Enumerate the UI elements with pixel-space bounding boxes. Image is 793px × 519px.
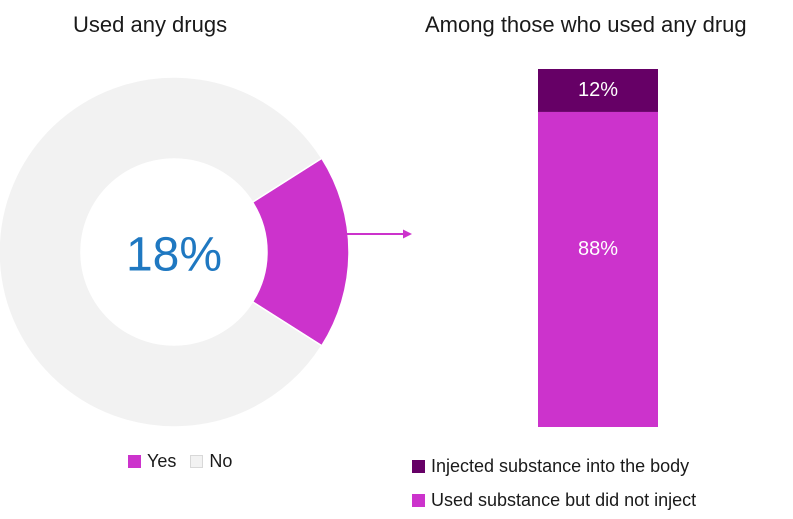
legend-swatch-injected [412, 459, 425, 473]
donut-chart-title: Used any drugs [73, 12, 228, 37]
legend-label-not-injected: Used substance but did not inject [431, 489, 697, 510]
legend-label-no: No [209, 451, 233, 471]
donut-legend: Yes No [128, 451, 232, 472]
legend-swatch-yes [128, 455, 141, 468]
bar-label-injected: 12% [578, 79, 618, 101]
donut-slice-no [0, 76, 323, 428]
bar-legend: Injected substance into the body Used su… [412, 456, 696, 510]
legend-item-not-injected: Used substance but did not inject [412, 490, 696, 510]
connector-arrow [346, 229, 412, 239]
bar-segment-not-injected [538, 111, 658, 428]
bar-label-not-injected: 88% [578, 238, 618, 260]
legend-swatch-no [190, 455, 204, 468]
donut-chart [0, 76, 350, 428]
legend-label-yes: Yes [147, 451, 177, 471]
legend-item-no: No [190, 451, 232, 472]
legend-item-yes: Yes [128, 451, 176, 472]
legend-label-injected: Injected substance into the body [431, 455, 690, 476]
legend-item-injected: Injected substance into the body [412, 456, 689, 476]
legend-swatch-not-injected [412, 493, 425, 507]
arrow-head [403, 229, 412, 239]
bar-chart-title: Among those who used any drug [425, 12, 747, 37]
bar-segment-injected [538, 69, 658, 112]
stacked-bar-chart: 12% 88% [538, 69, 658, 428]
donut-center-label: 18% [126, 229, 222, 282]
